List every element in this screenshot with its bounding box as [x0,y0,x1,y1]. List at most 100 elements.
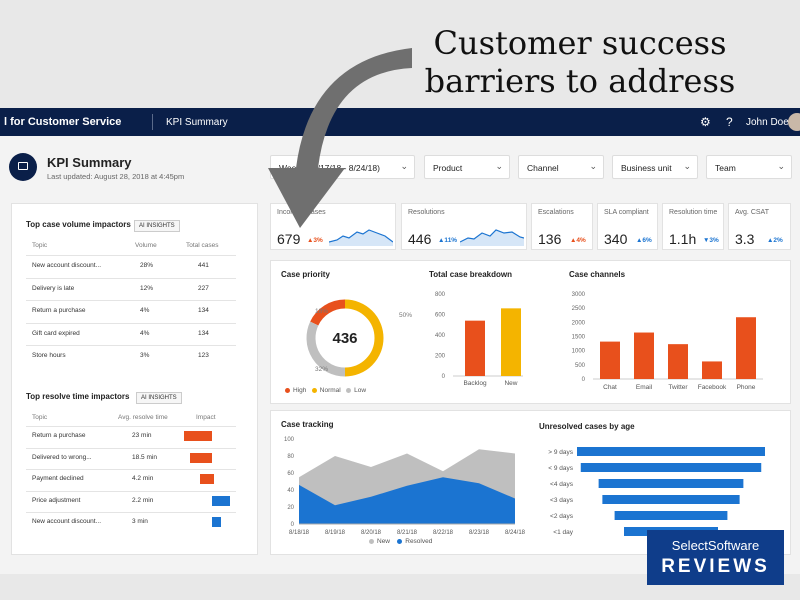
row-topic: Gift card expired [32,329,80,337]
donut-slice-low [306,321,346,377]
brand-badge: SelectSoftware REVIEWS [647,530,784,585]
y-tick-label: <1 day [553,529,573,536]
y-tick-label: 80 [287,454,294,460]
x-tick-label: New [504,380,517,387]
kpi-tile-label: Resolutions [408,209,445,216]
x-tick-label: Chat [603,384,617,391]
donut-slice-high [310,299,346,326]
kpi-tile-value: 679 [277,231,301,247]
area-resolved [299,477,515,524]
app-title[interactable]: l for Customer Service [4,116,122,128]
y-tick-label: 60 [287,471,294,477]
impactors-card: Top case volume impactors AI INSIGHTS To… [11,203,258,555]
priority-total: 436 [332,330,357,347]
table-row-divider [26,469,236,470]
filter-business-unit[interactable]: Business unit ⌄ [612,155,698,179]
top-bar: l for Customer Service KPI Summary ⚙ ? J… [0,108,800,136]
table-row-divider [26,490,236,492]
row-time: 4.2 min [132,475,154,482]
gear-icon[interactable]: ⚙ [700,115,711,129]
donut-slice-normal [344,299,384,377]
kpi-tile[interactable]: Resolution time 1.1h ▼3% [662,203,724,250]
y-tick-label: 3000 [572,292,586,298]
bar-facebook [702,361,722,379]
resolve-impactors-title: Top resolve time impactors [26,392,130,401]
sparkline-fill [329,230,393,246]
ai-insights-button[interactable]: AI INSIGHTS [134,220,180,232]
x-tick-label: 8/23/18 [469,530,490,536]
unresolved-title: Unresolved cases by age [539,422,635,431]
ai-insights-button[interactable]: AI INSIGHTS [136,392,182,404]
table-row-divider [26,255,236,256]
y-tick-label: <2 days [550,513,574,520]
legend-normal-swatch [311,387,317,393]
legend-low-swatch [346,387,352,393]
bar-twitter [668,344,688,379]
x-tick-label: 8/20/18 [361,530,382,536]
legend-new: New [377,538,391,545]
tracking-charts: 100 80 60 40 20 0 8/18/18 8/19/18 8/20/18 8/21/18… [284,437,765,536]
chevron-down-icon: ⌄ [589,161,597,171]
row-volume: 28% [140,262,154,269]
kpi-tile-delta: ▲11% [438,237,458,244]
last-updated: Last updated: August 28, 2018 at 4:45pm [47,172,185,181]
row-total: 441 [198,262,209,269]
filter-channel[interactable]: Channel ⌄ [518,155,604,179]
row-total: 227 [198,284,209,292]
x-tick-label: 8/24/18 [505,530,526,536]
row-total: 123 [198,352,209,359]
kpi-tile-delta: ▲3% [307,237,323,244]
filter-product[interactable]: Product ⌄ [424,155,510,179]
volume-impactors-title: Top case volume impactors [26,220,131,229]
chevron-down-icon: ⌄ [683,161,691,171]
filter-team[interactable]: Team ⌄ [706,155,792,179]
age-bar [580,463,762,472]
bar-phone [736,317,756,379]
y-tick-label: <4 days [550,481,574,488]
avatar[interactable] [788,113,800,131]
unresolved-bars: > 9 days < 9 days <4 days <3 days <2 days <1 … [548,447,765,536]
help-icon[interactable]: ? [726,115,733,129]
kpi-tile-delta: ▲2% [767,237,783,244]
kpi-tile[interactable]: Incoming cases 679 ▲3% [270,203,396,250]
bar-backlog [465,320,485,376]
row-volume: 4% [140,307,150,314]
sparkline [460,229,524,246]
filter-product-label: Product [433,163,463,173]
kpi-tile[interactable]: Escalations 136 ▲4% [531,203,593,250]
table-row-divider [26,512,236,513]
x-tick-label: 8/18/18 [289,530,310,536]
kpi-tile[interactable]: SLA compliant 340 ▲6% [597,203,658,250]
kpi-tile-label: Resolution time [669,209,718,216]
row-topic: Return a purchase [32,307,86,314]
sparkline-line [329,229,393,243]
kpi-tile[interactable]: Avg. CSAT 3.3 ▲2% [728,203,791,250]
x-tick-label: Phone [737,384,756,391]
breakdown-card: Case priority Total case breakdown Case … [270,260,791,404]
priority-legend: High Normal Low [285,387,366,394]
impact-bar [184,431,212,441]
legend-high: High [293,387,307,394]
breadcrumb[interactable]: KPI Summary [166,117,228,128]
filter-week[interactable]: Week 3 (8/17/18 - 8/24/18) ⌄ [270,155,415,179]
sparkline [329,229,393,246]
priority-donut [306,299,384,377]
table-row-divider [26,345,236,346]
kpi-tile-label: Incoming cases [277,209,326,216]
case-priority-title: Case priority [281,270,330,279]
page-title: KPI Summary [47,155,132,170]
kpi-tile[interactable]: Resolutions 446 ▲11% [401,203,527,250]
report-icon [9,153,37,181]
legend-new-swatch [369,538,374,544]
row-topic: Delivery is late [32,284,75,292]
legend-low: Low [354,387,367,394]
row-topic: Return a purchase [32,432,86,439]
impact-bar [212,495,230,506]
table-row-divider [26,447,236,449]
y-tick-label: 1000 [572,349,586,355]
user-name[interactable]: John Doe [746,117,789,128]
col-total: Total cases [186,242,219,249]
total-breakdown-title: Total case breakdown [429,270,512,279]
impact-bar [212,517,221,527]
kpi-tile-value: 3.3 [735,231,755,247]
